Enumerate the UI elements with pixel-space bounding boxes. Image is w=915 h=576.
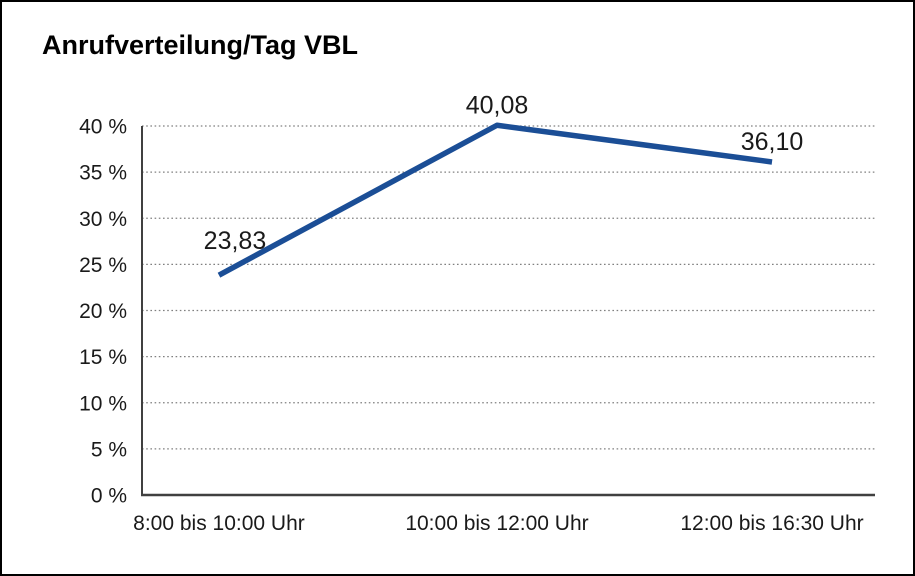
y-tick-label: 15 %	[79, 346, 127, 369]
y-tick-label: 35 %	[79, 162, 127, 185]
chart-title: Anrufverteilung/Tag VBL	[42, 30, 359, 60]
y-tick-label: 30 %	[79, 208, 127, 231]
y-tick-label: 10 %	[79, 392, 127, 415]
x-category-label: 8:00 bis 10:00 Uhr	[133, 512, 305, 535]
data-label: 23,83	[204, 227, 267, 255]
y-tick-label: 40 %	[79, 116, 127, 139]
y-tick-label: 20 %	[79, 300, 127, 323]
y-tick-label: 5 %	[91, 438, 127, 461]
data-label: 40,08	[466, 91, 529, 119]
x-category-label: 12:00 bis 16:30 Uhr	[680, 512, 863, 535]
y-tick-label: 25 %	[79, 254, 127, 277]
data-line	[217, 122, 773, 278]
y-tick-label: 0 %	[91, 485, 127, 508]
x-category-label: 10:00 bis 12:00 Uhr	[405, 512, 588, 535]
data-label: 36,10	[741, 128, 804, 156]
